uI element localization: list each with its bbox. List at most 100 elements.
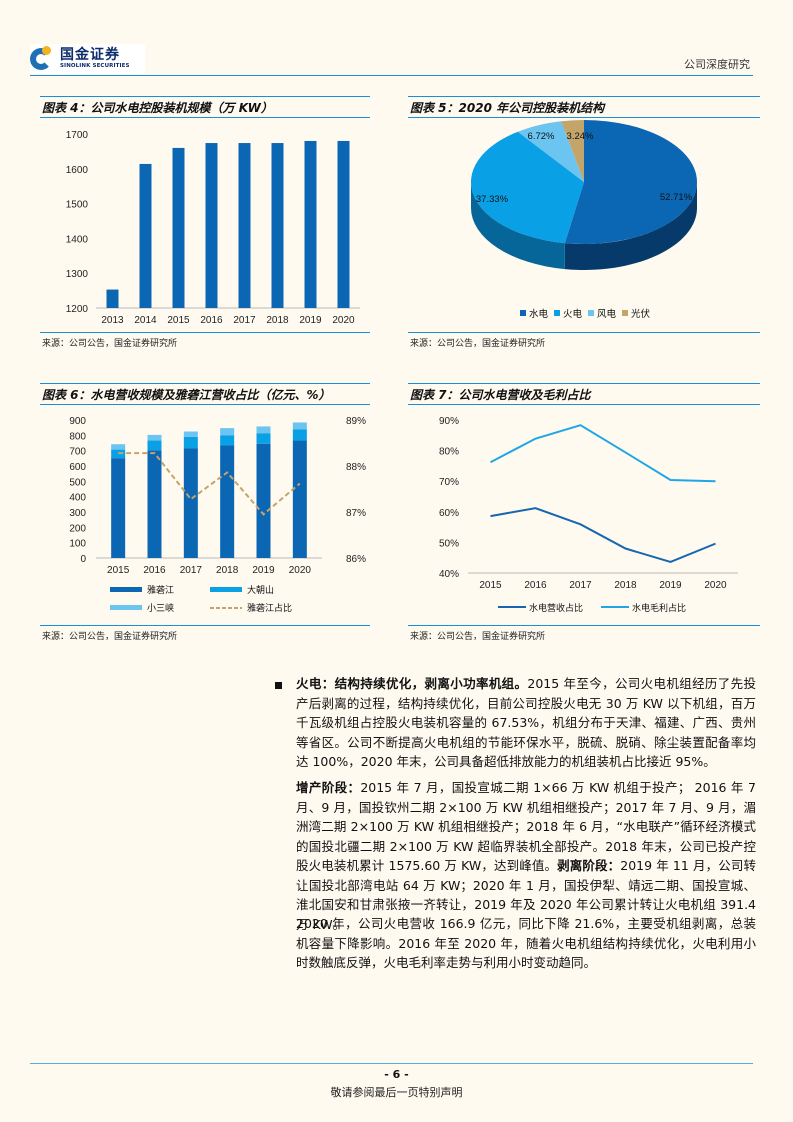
bar-segment — [147, 440, 162, 451]
pie-slice — [471, 131, 584, 244]
y-tick-label: 70% — [439, 477, 459, 488]
fig5-title: 图表 5：2020 年公司控股装机结构 — [410, 101, 605, 115]
fig7-title: 图表 7：公司水电营收及毛利占比 — [410, 388, 591, 402]
y-tick-label: 1600 — [66, 165, 89, 176]
bar-segment — [147, 434, 162, 441]
fig7-top-rule — [408, 383, 760, 384]
legend-label: 水电营收占比 — [529, 602, 583, 613]
fig4-bottom-rule — [40, 332, 370, 333]
bar-segment — [220, 435, 235, 446]
page-number: - 6 - — [384, 1068, 409, 1081]
pie-value-label: 3.24% — [567, 131, 594, 142]
phase-increase-heading: 增产阶段： — [296, 780, 361, 795]
y-tick-label: 800 — [69, 431, 86, 442]
bar-segment — [220, 428, 235, 436]
legend-label: 小三峡 — [147, 602, 174, 613]
x-tick-label: 2019 — [659, 580, 682, 591]
legend-swatch — [622, 310, 628, 316]
section-thermal-phases: 增产阶段：2015 年 7 月，国投宣城二期 1×66 万 KW 机组于投产； … — [296, 778, 756, 934]
pie-value-label: 37.33% — [476, 194, 509, 205]
bar-segment — [111, 444, 126, 450]
pie-slice — [561, 120, 584, 182]
series-line — [490, 507, 716, 564]
share-line — [118, 452, 301, 516]
bar-segment — [256, 426, 271, 434]
pie-side — [471, 182, 565, 270]
legend-label: 雅砻江占比 — [247, 602, 292, 613]
bar — [106, 289, 119, 308]
bar-segment — [111, 458, 126, 558]
x-tick-label: 2014 — [134, 315, 157, 326]
bar-segment — [183, 431, 198, 437]
y-tick-label: 60% — [439, 508, 459, 519]
legend-swatch — [210, 587, 242, 592]
x-tick-label: 2020 — [289, 565, 312, 576]
bar — [271, 143, 284, 308]
y-tick-label: 1500 — [66, 200, 89, 211]
fig5-title-rule — [408, 117, 760, 118]
legend-label: 水电 — [529, 308, 549, 320]
y2-tick-label: 89% — [346, 416, 366, 427]
y-tick-label: 0 — [80, 554, 86, 565]
x-tick-label: 2016 — [143, 565, 166, 576]
x-tick-label: 2015 — [479, 580, 502, 591]
section-thermal-revenue: 2020 年，公司火电营收 166.9 亿元，同比下降 21.6%，主要受机组剥… — [296, 914, 756, 973]
y-tick-label: 200 — [69, 523, 86, 534]
bar-segment — [292, 440, 307, 558]
bar-segment — [256, 433, 271, 444]
fig4-source: 来源：公司公告，国金证券研究所 — [42, 339, 178, 349]
section-text: 2015 年至今，公司火电机组经历了先投产后剥离的过程，结构持续优化，目前公司控… — [296, 676, 756, 769]
logo-icon — [30, 46, 54, 72]
y-tick-label: 1700 — [66, 130, 89, 141]
y2-tick-label: 88% — [346, 462, 366, 473]
bar-segment — [220, 445, 235, 558]
x-tick-label: 2013 — [101, 315, 124, 326]
fig7-line-chart: 40% 50% 60% 70% 80% 90% 2015 2016 2017 2018 2019 20… — [439, 416, 738, 613]
y-tick-label: 80% — [439, 447, 459, 458]
fig6-title: 图表 6：水电营收规模及雅砻江营收占比（亿元、%） — [42, 388, 331, 402]
footer-divider — [30, 1063, 753, 1064]
bar — [304, 140, 317, 308]
disclaimer-text: 敬请参阅最后一页特别声明 — [330, 1086, 463, 1099]
legend-label: 雅砻江 — [147, 584, 174, 595]
x-tick-label: 2018 — [266, 315, 289, 326]
legend-swatch — [588, 310, 594, 316]
x-tick-label: 2020 — [704, 580, 727, 591]
revenue-text: 2020 年，公司火电营收 166.9 亿元，同比下降 21.6%，主要受机组剥… — [296, 916, 756, 970]
x-tick-label: 2017 — [233, 315, 256, 326]
bar-segment — [292, 429, 307, 441]
bar-segment — [147, 450, 162, 558]
legend-swatch — [110, 587, 142, 592]
legend-label: 大朝山 — [247, 584, 274, 595]
y-tick-label: 600 — [69, 462, 86, 473]
y-tick-label: 90% — [439, 416, 459, 427]
y-tick-label: 300 — [69, 508, 86, 519]
x-tick-label: 2020 — [332, 315, 355, 326]
fig4-bar-chart: 1200 1300 1400 1500 1600 1700 2013 2014 2015 2016… — [66, 130, 360, 326]
x-tick-label: 2018 — [216, 565, 239, 576]
bar — [337, 140, 350, 308]
x-tick-label: 2019 — [299, 315, 322, 326]
x-tick-label: 2015 — [107, 565, 130, 576]
y-tick-label: 1200 — [66, 304, 89, 315]
legend-label: 火电 — [563, 308, 583, 320]
header-divider — [30, 75, 753, 76]
report-type-label: 公司深度研究 — [684, 58, 750, 71]
fig7-bottom-rule — [408, 625, 760, 626]
fig7-title-rule — [408, 404, 760, 405]
fig7-source: 来源：公司公告，国金证券研究所 — [410, 632, 546, 642]
bar-segment — [183, 436, 198, 449]
phase-divest-text: 2019 年 11 月，公司转让国投北部湾电站 64 万 KW；2020 年 1… — [296, 858, 756, 932]
pie-value-label: 6.72% — [528, 131, 555, 142]
y-tick-label: 1300 — [66, 269, 89, 280]
pie-slice — [517, 121, 584, 182]
fig6-source: 来源：公司公告，国金证券研究所 — [42, 632, 178, 642]
fig5-source: 来源：公司公告，国金证券研究所 — [410, 339, 546, 349]
series-line — [490, 424, 716, 483]
y2-tick-label: 86% — [346, 554, 366, 565]
legend-swatch — [554, 310, 560, 316]
y-tick-label: 400 — [69, 493, 86, 504]
pie-value-label: 52.71% — [660, 192, 693, 203]
x-tick-label: 2019 — [252, 565, 275, 576]
legend-label: 水电毛利占比 — [632, 602, 686, 613]
